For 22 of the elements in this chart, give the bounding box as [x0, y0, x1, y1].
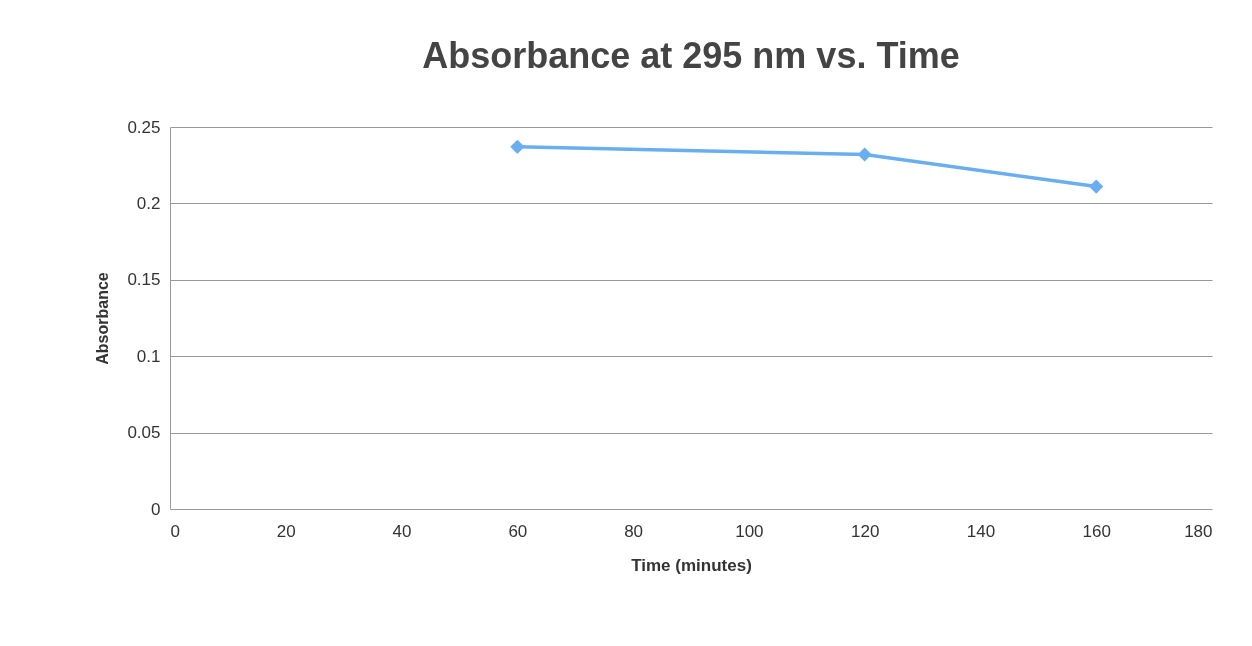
y-axis-title: Absorbance	[94, 272, 112, 365]
y-tick-label: 0.25	[127, 117, 161, 137]
x-tick-label: 40	[392, 521, 412, 541]
x-tick-label: 140	[966, 521, 996, 541]
y-tick-label: 0	[151, 499, 161, 519]
x-tick-label: 160	[1082, 521, 1111, 541]
y-tick-label: 0.2	[136, 193, 161, 213]
y-tick-label: 0.1	[136, 346, 161, 366]
point	[1089, 179, 1104, 194]
x-axis-title: Time (minutes)	[631, 555, 752, 575]
x-tick-label: 60	[508, 521, 528, 541]
x-tick-label: 0	[170, 521, 180, 541]
x-tick-label: 20	[276, 521, 296, 541]
point	[510, 139, 525, 154]
x-tick-label: 100	[735, 521, 764, 541]
x-tick-label: 120	[850, 521, 880, 541]
point	[857, 147, 872, 162]
x-tick-label: 180	[1184, 521, 1213, 541]
y-tick-label: 0.15	[127, 270, 161, 290]
chart-title: Absorbance at 295 nm vs. Time	[422, 35, 960, 76]
x-tick-label: 80	[624, 521, 644, 541]
y-tick-label: 0.05	[127, 423, 161, 443]
